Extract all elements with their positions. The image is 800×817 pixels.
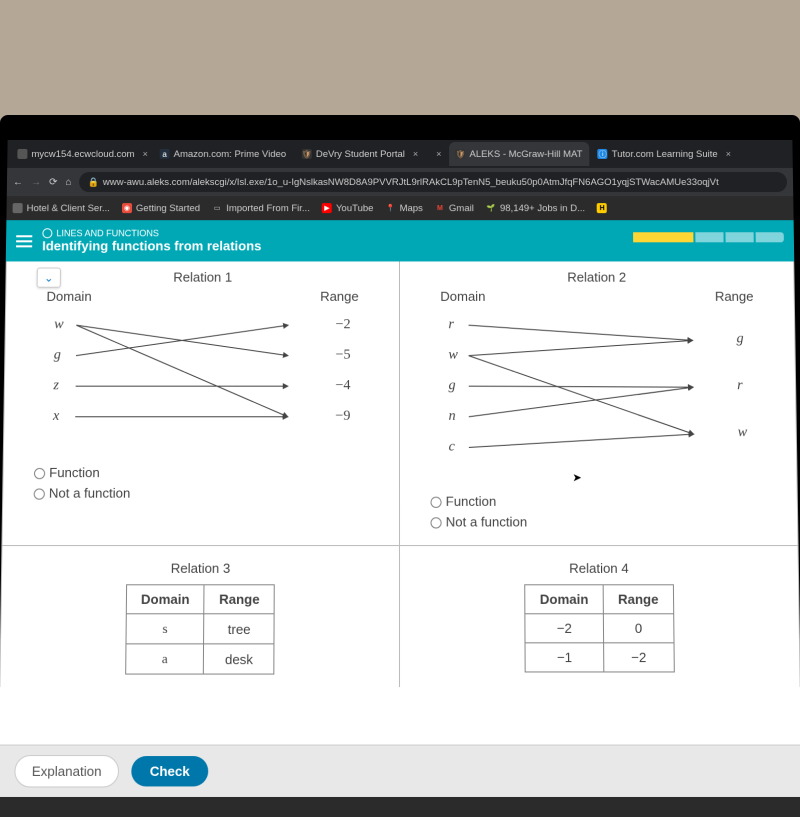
radio-group-1: Function Not a function bbox=[23, 463, 378, 504]
tab-label: DeVry Student Portal bbox=[316, 148, 405, 159]
radio-icon bbox=[430, 517, 441, 528]
bookmark-1[interactable]: ◉Getting Started bbox=[122, 203, 200, 214]
mapping-diagram-1: w g z x −2 −5 −4 −9 bbox=[44, 310, 358, 453]
bookmarks-bar: Hotel & Client Ser... ◉Getting Started ▭… bbox=[6, 196, 793, 220]
close-icon[interactable]: × bbox=[143, 149, 148, 159]
tab-icon bbox=[17, 149, 27, 159]
tab-icon: 🛡 bbox=[455, 149, 465, 159]
relation-title: Relation 3 bbox=[22, 561, 378, 576]
col-range: Range bbox=[603, 585, 673, 614]
table-row: adesk bbox=[125, 644, 274, 674]
col-range: Range bbox=[204, 585, 274, 614]
screen: mycw154.ecwcloud.com × a Amazon.com: Pri… bbox=[0, 140, 800, 817]
close-icon[interactable]: × bbox=[413, 149, 418, 159]
tab-label: ALEKS - McGraw-Hill MAT bbox=[470, 148, 583, 159]
url-text: www-awu.aleks.com/alekscgi/x/Isl.exe/1o_… bbox=[103, 176, 719, 187]
tab-label: Amazon.com: Prime Video bbox=[174, 148, 287, 159]
tab-0[interactable]: mycw154.ecwcloud.com × bbox=[11, 142, 152, 166]
progress-bar bbox=[633, 232, 784, 242]
tab-icon: ⓘ bbox=[598, 149, 608, 159]
radio-icon bbox=[34, 488, 45, 499]
relation-3: Relation 3 DomainRange stree adesk bbox=[0, 546, 400, 687]
col-domain: Domain bbox=[525, 585, 603, 614]
menu-icon[interactable] bbox=[16, 235, 32, 247]
domain-label: Domain bbox=[440, 289, 485, 304]
reload-icon[interactable]: ⟳ bbox=[49, 176, 58, 187]
url-bar: ← → ⟳ ⌂ 🔒 www-awu.aleks.com/alekscgi/x/I… bbox=[7, 168, 793, 196]
browser-tabs: mycw154.ecwcloud.com × a Amazon.com: Pri… bbox=[7, 140, 793, 168]
home-icon[interactable]: ⌂ bbox=[65, 176, 71, 187]
relation-title: Relation 4 bbox=[420, 561, 777, 576]
forward-icon[interactable]: → bbox=[31, 176, 41, 187]
range-label: Range bbox=[320, 289, 359, 304]
bookmark-2[interactable]: ▭Imported From Fir... bbox=[212, 203, 310, 214]
radio-function[interactable]: Function bbox=[34, 463, 379, 484]
radio-not-function[interactable]: Not a function bbox=[34, 483, 379, 504]
check-button[interactable]: Check bbox=[131, 756, 208, 786]
url-field[interactable]: 🔒 www-awu.aleks.com/alekscgi/x/Isl.exe/1… bbox=[79, 172, 787, 192]
aleks-header: LINES AND FUNCTIONS Identifying function… bbox=[6, 220, 794, 261]
footer-bar: Explanation Check bbox=[0, 745, 800, 797]
relation-3-table: DomainRange stree adesk bbox=[125, 584, 275, 674]
tab-icon: a bbox=[160, 149, 170, 159]
close-icon[interactable]: × bbox=[726, 149, 731, 159]
tab-1[interactable]: a Amazon.com: Prime Video × bbox=[154, 142, 294, 166]
bookmark-6[interactable]: 🌱98,149+ Jobs in D... bbox=[486, 203, 585, 214]
tab-3[interactable]: × bbox=[426, 142, 447, 166]
close-icon[interactable]: × bbox=[436, 149, 441, 159]
relation-4: Relation 4 DomainRange −20 −1−2 bbox=[400, 546, 800, 687]
relation-title: Relation 1 bbox=[27, 270, 379, 285]
mapping-diagram-2: r w g n c g r w bbox=[440, 310, 756, 481]
chevron-down-icon[interactable]: ⌄ bbox=[37, 268, 61, 288]
relations-top-row: ⌄ Relation 1 Domain Range w g z x bbox=[1, 261, 798, 546]
table-row: −20 bbox=[525, 614, 674, 643]
relation-4-table: DomainRange −20 −1−2 bbox=[525, 584, 675, 672]
cursor-icon: ➤ bbox=[572, 471, 581, 484]
relation-1: ⌄ Relation 1 Domain Range w g z x bbox=[1, 261, 400, 545]
bookmark-5[interactable]: MGmail bbox=[435, 203, 474, 214]
range-label: Range bbox=[715, 289, 754, 304]
bookmark-3[interactable]: ▶YouTube bbox=[322, 203, 374, 214]
dr-labels: Domain Range bbox=[420, 289, 774, 310]
explanation-button[interactable]: Explanation bbox=[14, 755, 119, 788]
breadcrumb: LINES AND FUNCTIONS bbox=[42, 228, 261, 238]
tab-icon: 🛡 bbox=[302, 149, 312, 159]
tab-label: Tutor.com Learning Suite bbox=[612, 148, 718, 159]
radio-icon bbox=[34, 467, 45, 478]
tab-5[interactable]: ⓘ Tutor.com Learning Suite × bbox=[592, 142, 732, 166]
radio-function[interactable]: Function bbox=[430, 492, 776, 513]
bookmark-7[interactable]: H bbox=[597, 203, 607, 213]
radio-group-2: Function Not a function bbox=[420, 492, 777, 533]
bookmark-4[interactable]: 📍Maps bbox=[386, 203, 423, 214]
laptop-frame: mycw154.ecwcloud.com × a Amazon.com: Pri… bbox=[0, 115, 800, 817]
lock-icon: 🔒 bbox=[88, 176, 99, 187]
relation-title: Relation 2 bbox=[420, 270, 773, 285]
dr-labels: Domain Range bbox=[26, 289, 379, 310]
back-icon[interactable]: ← bbox=[13, 176, 23, 187]
bookmark-0[interactable]: Hotel & Client Ser... bbox=[13, 203, 110, 214]
arrows-svg bbox=[44, 310, 358, 453]
page-title: Identifying functions from relations bbox=[42, 238, 261, 253]
arrows-svg bbox=[440, 310, 756, 481]
table-row: stree bbox=[126, 614, 275, 644]
col-domain: Domain bbox=[126, 585, 204, 614]
domain-label: Domain bbox=[46, 289, 91, 304]
relation-2: Relation 2 Domain Range r w g n c bbox=[400, 261, 799, 545]
radio-not-function[interactable]: Not a function bbox=[430, 512, 777, 533]
content-area: ⌄ Relation 1 Domain Range w g z x bbox=[0, 261, 800, 797]
tab-label: mycw154.ecwcloud.com bbox=[31, 148, 134, 159]
radio-icon bbox=[430, 496, 441, 507]
tab-4[interactable]: 🛡 ALEKS - McGraw-Hill MAT × bbox=[449, 142, 589, 166]
relations-bottom-row: Relation 3 DomainRange stree adesk Relat… bbox=[0, 546, 800, 687]
tab-2[interactable]: 🛡 DeVry Student Portal × bbox=[296, 142, 424, 166]
title-block: LINES AND FUNCTIONS Identifying function… bbox=[42, 228, 261, 253]
table-row: −1−2 bbox=[525, 643, 674, 672]
